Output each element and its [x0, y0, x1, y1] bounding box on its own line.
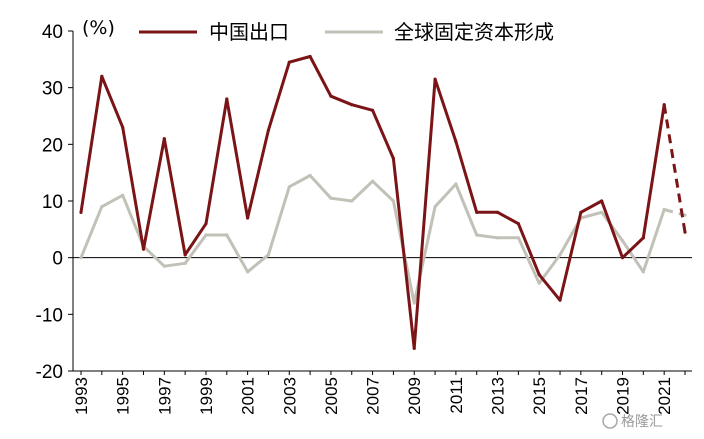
x-tick-label: 2001 — [239, 377, 258, 415]
series-forecast-line-0 — [662, 104, 687, 233]
data-point — [662, 103, 666, 107]
data-point — [183, 253, 187, 257]
data-point — [183, 261, 187, 265]
data-point — [141, 247, 146, 251]
x-tick-label: 2013 — [489, 377, 508, 415]
data-point — [412, 301, 416, 305]
data-point — [516, 236, 520, 240]
x-tick-label: 1995 — [114, 377, 133, 415]
data-point — [329, 94, 333, 98]
x-axis: 1993 1995 1997 1999 2001 2003 2005 2007 2009 2011… — [72, 370, 692, 415]
x-tick-label: 2015 — [530, 377, 549, 415]
x-tick-label: 1993 — [72, 377, 91, 415]
y-tick-label: -10 — [36, 305, 63, 326]
x-tick-label: 1999 — [197, 377, 216, 415]
data-point — [495, 236, 500, 240]
data-point — [454, 139, 458, 144]
data-point — [433, 77, 437, 81]
data-point — [620, 239, 625, 243]
watermark-logo-icon — [602, 413, 618, 429]
data-point — [246, 270, 250, 274]
data-point — [100, 205, 104, 209]
data-point — [329, 196, 333, 200]
x-tick-label: 2011 — [447, 377, 466, 414]
series-line-0 — [79, 55, 666, 350]
x-tick-label: 2007 — [364, 377, 383, 415]
data-point — [537, 281, 541, 285]
data-point — [558, 253, 562, 257]
data-point — [121, 125, 125, 129]
data-point — [662, 207, 666, 212]
data-point — [683, 230, 687, 234]
x-tick-label: 2003 — [280, 377, 299, 415]
data-point — [79, 210, 83, 214]
data-point — [495, 210, 500, 214]
y-tick-label: 10 — [42, 192, 63, 213]
data-point — [579, 210, 583, 214]
watermark: 格隆汇 — [602, 413, 663, 430]
data-point — [391, 156, 396, 161]
x-tick-label: 2017 — [572, 377, 591, 415]
data-point — [287, 185, 291, 189]
data-point — [433, 205, 437, 209]
x-tick-label: 2019 — [614, 377, 633, 415]
y-tick-label: -20 — [36, 362, 63, 383]
data-point — [641, 236, 645, 240]
x-tick-label: 2009 — [405, 377, 424, 415]
y-tick-label: 0 — [52, 249, 63, 270]
data-point — [516, 222, 520, 226]
y-tick-label: 40 — [42, 22, 63, 43]
data-point — [266, 253, 271, 257]
legend-label-0: 中国出口 — [209, 20, 289, 44]
data-point — [100, 74, 104, 78]
series-lines — [79, 54, 687, 350]
data-point — [600, 199, 604, 203]
data-point — [370, 179, 375, 183]
data-point — [391, 199, 396, 203]
data-point — [204, 233, 208, 237]
y-tick-label: 20 — [42, 135, 63, 156]
y-unit-label: (%) — [82, 17, 115, 39]
data-point — [79, 256, 83, 260]
data-point — [350, 199, 354, 203]
data-point — [350, 103, 354, 107]
x-tick-label: 2021 — [655, 377, 674, 415]
data-point — [162, 264, 166, 268]
series-line-1 — [79, 174, 666, 305]
data-point — [287, 60, 291, 64]
data-point — [204, 222, 208, 226]
data-point — [246, 216, 250, 220]
data-point — [537, 273, 541, 277]
legend: 中国出口 全球固定资本形成 — [139, 20, 554, 44]
data-point — [266, 128, 271, 132]
data-point — [162, 137, 166, 141]
y-tick-label: 30 — [42, 79, 63, 100]
data-point — [225, 233, 229, 237]
data-point — [308, 54, 312, 59]
data-point — [475, 210, 479, 214]
data-point — [475, 233, 479, 237]
data-point — [683, 213, 687, 217]
x-tick-label: 2005 — [322, 377, 341, 415]
data-point — [225, 97, 229, 101]
data-point — [370, 108, 375, 112]
y-axis: 40 30 20 10 0 -10 -20 — [36, 22, 74, 383]
data-point — [620, 256, 625, 260]
data-point — [121, 193, 125, 197]
x-tick-label: 1997 — [155, 377, 174, 415]
data-point — [412, 346, 416, 350]
legend-label-1: 全球固定资本形成 — [394, 20, 554, 44]
data-point — [558, 298, 562, 302]
data-point — [308, 173, 312, 178]
data-point — [600, 210, 604, 214]
data-point — [454, 182, 458, 186]
data-point — [641, 270, 645, 274]
watermark-text: 格隆汇 — [621, 414, 663, 430]
